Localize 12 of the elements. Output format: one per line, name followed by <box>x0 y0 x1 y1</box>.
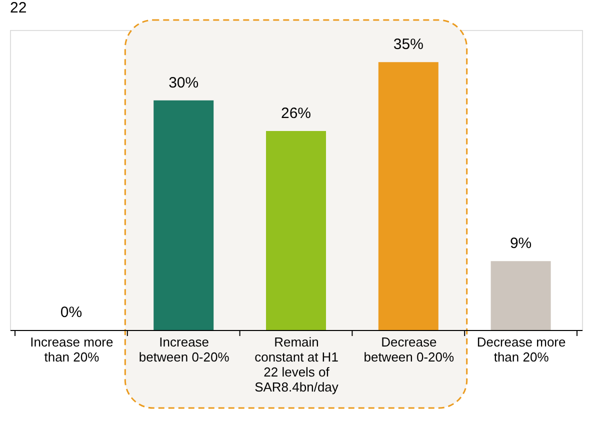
data-label: 9% <box>510 235 532 252</box>
x-tick-label: Decrease between 0-20% <box>364 334 455 364</box>
x-tick-label: Increase more than 20% <box>30 334 114 364</box>
chart-title: 22 <box>10 0 27 16</box>
bar <box>490 261 551 330</box>
x-tick-label: Decrease more than 20% <box>476 334 566 364</box>
x-tick-label: Increase between 0-20% <box>138 334 230 364</box>
data-label: 35% <box>393 36 424 54</box>
x-tick-label: Remain constant at H1 22 levels of SAR8.4bn/day <box>254 334 339 394</box>
data-label: 30% <box>168 74 199 92</box>
data-label: 0% <box>60 304 82 321</box>
data-label: 26% <box>280 105 312 122</box>
